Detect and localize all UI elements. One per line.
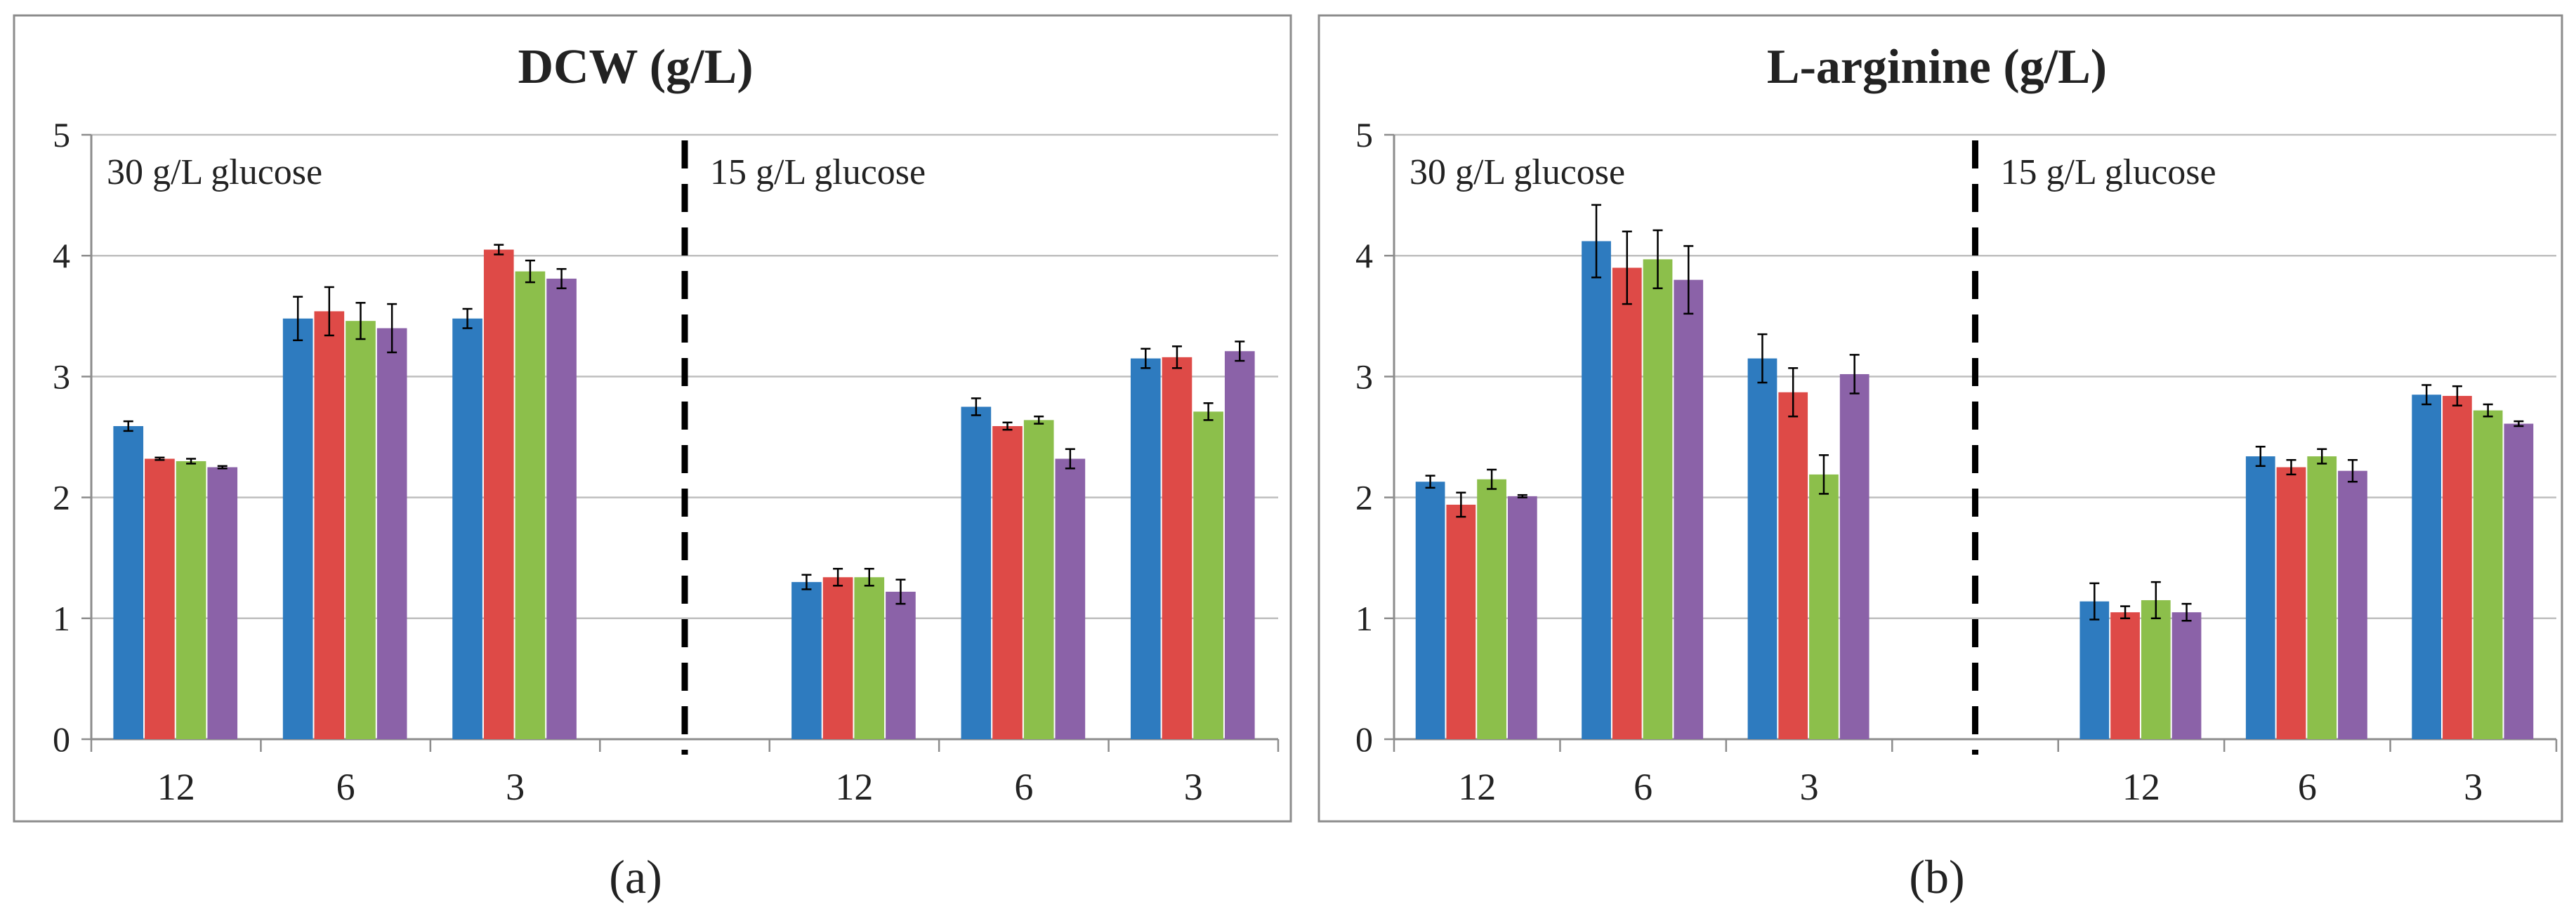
x-tick-label: 6 (1014, 766, 1033, 808)
bar-series2-cat1 (1612, 267, 1642, 739)
bar-series1-cat0 (113, 426, 144, 739)
x-tick-label: 3 (506, 766, 525, 808)
bar-series2-cat2 (483, 249, 514, 740)
panel-label-b: (b) (1909, 850, 1964, 903)
bar-series1-cat1 (282, 318, 313, 739)
bar-series4-cat0 (207, 467, 238, 739)
panel-label-a: (a) (609, 850, 662, 903)
x-tick-label: 3 (1800, 766, 1819, 808)
bar-series3-cat2 (515, 271, 546, 739)
y-tick-label: 4 (53, 236, 70, 275)
group-label-30g: 30 g/L glucose (1409, 152, 1625, 192)
bar-series4-cat5 (1055, 458, 1086, 739)
bar-series3-cat4 (2141, 600, 2171, 739)
bar-series3-cat6 (2473, 410, 2503, 739)
bar-series2-cat1 (314, 311, 345, 739)
bar-series2-cat4 (822, 577, 853, 739)
x-tick-label: 12 (835, 766, 873, 808)
bar-series4-cat0 (1507, 496, 1537, 739)
y-tick-label: 0 (53, 720, 70, 759)
x-tick-label: 6 (336, 766, 355, 808)
y-tick-label: 3 (53, 357, 70, 396)
bar-series1-cat4 (791, 582, 822, 739)
bar-series3-cat1 (346, 321, 376, 739)
bar-series1-cat5 (2245, 456, 2275, 739)
y-tick-label: 2 (1355, 478, 1373, 517)
bar-series1-cat6 (1130, 358, 1161, 739)
bar-series4-cat5 (2338, 470, 2367, 739)
bar-series3-cat0 (176, 461, 206, 739)
x-tick-label: 12 (2122, 766, 2160, 808)
y-tick-label: 1 (1355, 599, 1373, 638)
bar-series4-cat1 (1674, 279, 1704, 739)
bar-series1-cat5 (961, 406, 992, 739)
bar-series2-cat6 (1162, 357, 1192, 739)
x-tick-label: 12 (157, 766, 195, 808)
bar-series2-cat2 (1778, 392, 1808, 739)
bar-series3-cat5 (1023, 420, 1054, 739)
bar-series1-cat1 (1582, 241, 1611, 739)
bar-series3-cat0 (1477, 479, 1506, 739)
bar-series4-cat4 (886, 591, 916, 739)
x-tick-label: 3 (2464, 766, 2483, 808)
y-tick-label: 2 (53, 478, 70, 517)
x-tick-label: 12 (1458, 766, 1496, 808)
y-tick-label: 4 (1355, 236, 1373, 275)
bar-series1-cat4 (2079, 601, 2110, 739)
bar-series4-cat2 (1839, 373, 1869, 739)
y-tick-label: 1 (53, 599, 70, 638)
group-label-30g: 30 g/L glucose (107, 152, 322, 192)
bar-series3-cat5 (2307, 456, 2337, 739)
chart-title: L-arginine (g/L) (1767, 40, 2107, 94)
chart-title: DCW (g/L) (518, 40, 753, 94)
bar-series4-cat4 (2171, 612, 2202, 739)
bar-series1-cat2 (1747, 358, 1777, 739)
bar-series3-cat1 (1643, 259, 1673, 740)
y-tick-label: 3 (1355, 357, 1373, 396)
bar-series4-cat2 (546, 278, 577, 740)
bar-series2-cat6 (2443, 395, 2472, 739)
x-tick-label: 6 (1634, 766, 1652, 808)
x-tick-label: 6 (2298, 766, 2317, 808)
y-tick-label: 0 (1355, 720, 1373, 759)
group-label-15g: 15 g/L glucose (2001, 152, 2216, 192)
bar-series3-cat6 (1193, 411, 1223, 739)
bar-series2-cat0 (145, 458, 175, 739)
bar-series4-cat6 (1224, 351, 1255, 739)
group-label-15g: 15 g/L glucose (710, 152, 926, 192)
x-tick-label: 3 (1184, 766, 1203, 808)
bar-series1-cat6 (2412, 395, 2442, 739)
y-tick-label: 5 (1355, 115, 1373, 154)
bar-series3-cat2 (1809, 474, 1839, 739)
bar-series3-cat4 (854, 577, 885, 739)
bar-series1-cat2 (452, 318, 482, 739)
bar-series1-cat0 (1415, 482, 1445, 739)
bar-series2-cat0 (1446, 504, 1476, 739)
bar-series2-cat5 (2276, 467, 2306, 739)
bar-series2-cat5 (992, 426, 1023, 739)
bar-series4-cat6 (2504, 423, 2534, 739)
bar-series4-cat1 (376, 328, 407, 739)
y-tick-label: 5 (53, 115, 70, 154)
bar-series2-cat4 (2110, 612, 2140, 739)
